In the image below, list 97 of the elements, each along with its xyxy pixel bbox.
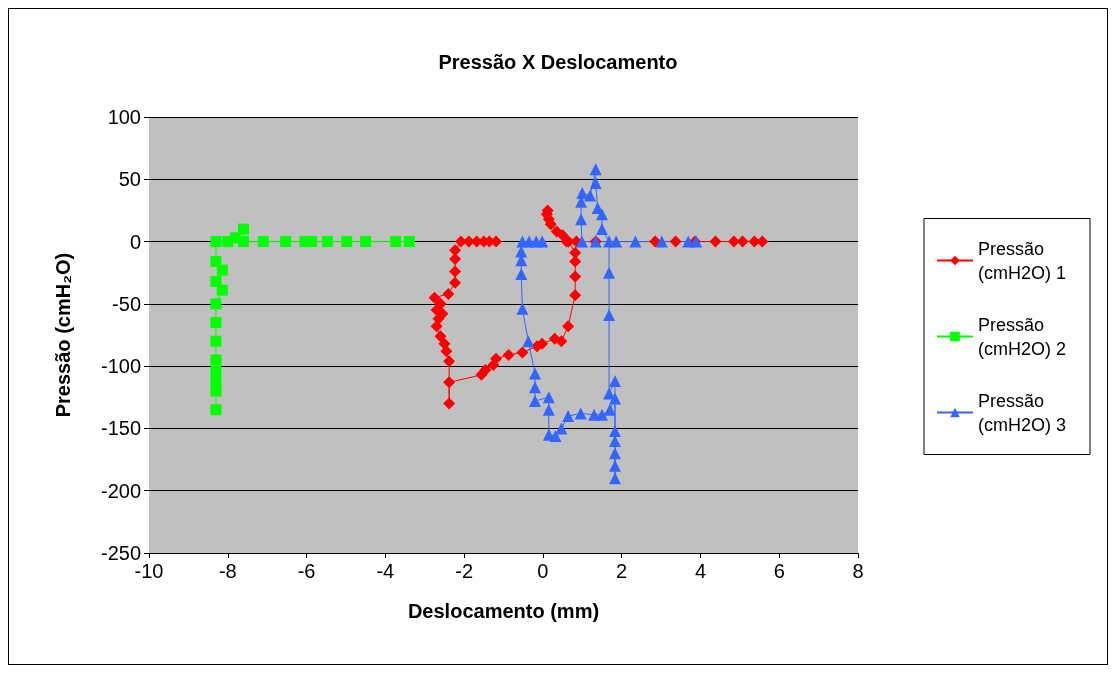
point [608,447,621,460]
point [210,256,222,267]
point [608,424,621,437]
x-tick-label: -4 [376,560,395,582]
point [595,408,608,421]
point [516,302,529,315]
point [321,236,333,248]
point [516,235,529,248]
point [449,276,462,289]
point [569,289,582,302]
point [548,332,561,345]
point [428,291,441,304]
legend-label: Pressão (cmH2O) 2 [978,314,1067,359]
point [569,270,582,283]
x-axis-title: Deslocamento (mm) [407,600,600,622]
point [655,235,668,248]
point [280,236,292,248]
point [603,309,616,322]
point [299,236,311,248]
point [443,397,456,410]
x-tick-label: 8 [852,560,864,582]
point [569,246,582,259]
point [529,395,542,408]
point [542,403,555,416]
point [210,385,222,397]
x-tick-label: 4 [694,560,707,582]
y-tick-label: -100 [100,355,141,378]
legend-label: Pressão (cmH2O) 3 [978,390,1067,435]
point [210,317,222,329]
point [360,236,372,248]
point [502,348,515,361]
point [403,236,415,248]
point [434,297,447,310]
legend-label: Pressão (cmH2O) 1 [978,238,1067,283]
point [575,213,588,226]
point [589,177,602,190]
chart-title: Pressão X Deslocamento [438,51,678,73]
point [603,403,616,416]
point [257,236,269,248]
point [574,407,587,420]
point [575,235,588,248]
point [443,355,456,368]
point [549,429,562,442]
point [562,320,575,333]
point [669,235,682,248]
point [608,375,621,388]
point [210,365,222,377]
point [210,375,222,387]
point [515,267,528,280]
point [434,330,447,343]
point [449,265,462,278]
point [529,367,542,380]
point [443,376,456,389]
point [608,459,621,472]
x-tick-label: 0 [537,560,549,582]
x-tick-label: 2 [616,560,628,582]
point [589,163,602,176]
y-tick-label: -50 [112,292,141,315]
point [555,422,568,435]
point [449,253,462,266]
point [210,298,222,310]
point [390,236,402,248]
x-tick-label: -8 [218,560,237,582]
point [238,223,250,235]
y-tick-label: -150 [100,417,141,440]
point [210,354,222,366]
point [438,337,451,350]
point [727,235,740,248]
point [216,284,228,296]
point [210,236,222,248]
point [222,236,234,248]
point [562,409,575,422]
point [341,236,353,248]
y-axis-title: Pressão (cmH₂O) [52,252,74,418]
point [629,235,642,248]
point [608,472,621,485]
point [556,229,569,242]
point [603,266,616,279]
y-tick-label: 50 [118,168,141,191]
y-tick-label: -200 [100,479,141,502]
x-tick-label: -2 [455,560,474,582]
point [210,275,222,287]
y-tick-label: 0 [129,230,141,253]
point [595,223,608,236]
point [529,381,542,394]
y-tick-label: 100 [107,106,141,128]
point [542,391,555,404]
point [522,335,535,348]
point [516,346,529,359]
x-tick-label: 6 [773,560,785,582]
point [709,235,722,248]
point [210,335,222,347]
point [442,287,455,300]
point [210,404,222,416]
point [610,235,623,248]
x-tick-label: -6 [297,560,316,582]
point [216,264,228,276]
